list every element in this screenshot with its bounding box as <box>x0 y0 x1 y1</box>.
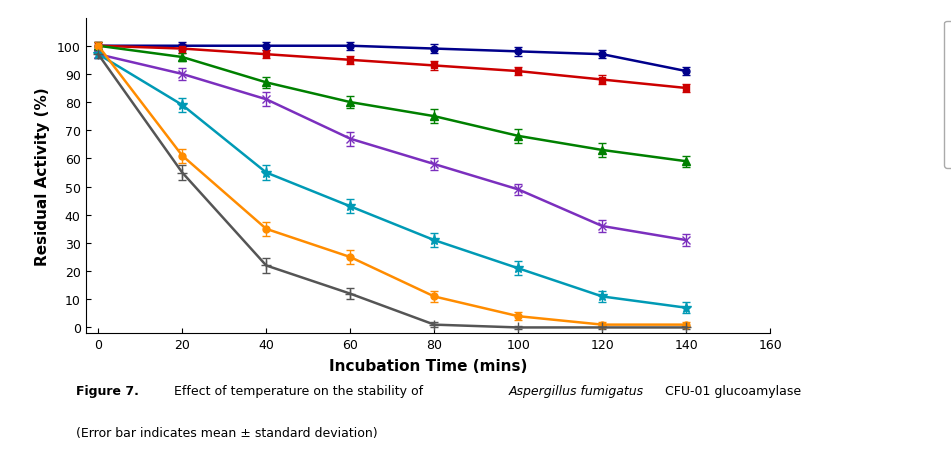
Text: Effect of temperature on the stability of: Effect of temperature on the stability o… <box>166 384 428 397</box>
Text: Aspergillus fumigatus: Aspergillus fumigatus <box>509 384 644 397</box>
X-axis label: Incubation Time (mins): Incubation Time (mins) <box>329 358 527 373</box>
Legend: 30°C, 40°C, 50°C, 60°C, 70°C, 80°C, 90°C: 30°C, 40°C, 50°C, 60°C, 70°C, 80°C, 90°C <box>944 22 951 169</box>
Text: CFU-01 glucoamylase: CFU-01 glucoamylase <box>661 384 801 397</box>
Text: (Error bar indicates mean ± standard deviation): (Error bar indicates mean ± standard dev… <box>76 426 378 439</box>
Y-axis label: Residual Activity (%): Residual Activity (%) <box>35 87 49 265</box>
Text: Figure 7.: Figure 7. <box>76 384 139 397</box>
